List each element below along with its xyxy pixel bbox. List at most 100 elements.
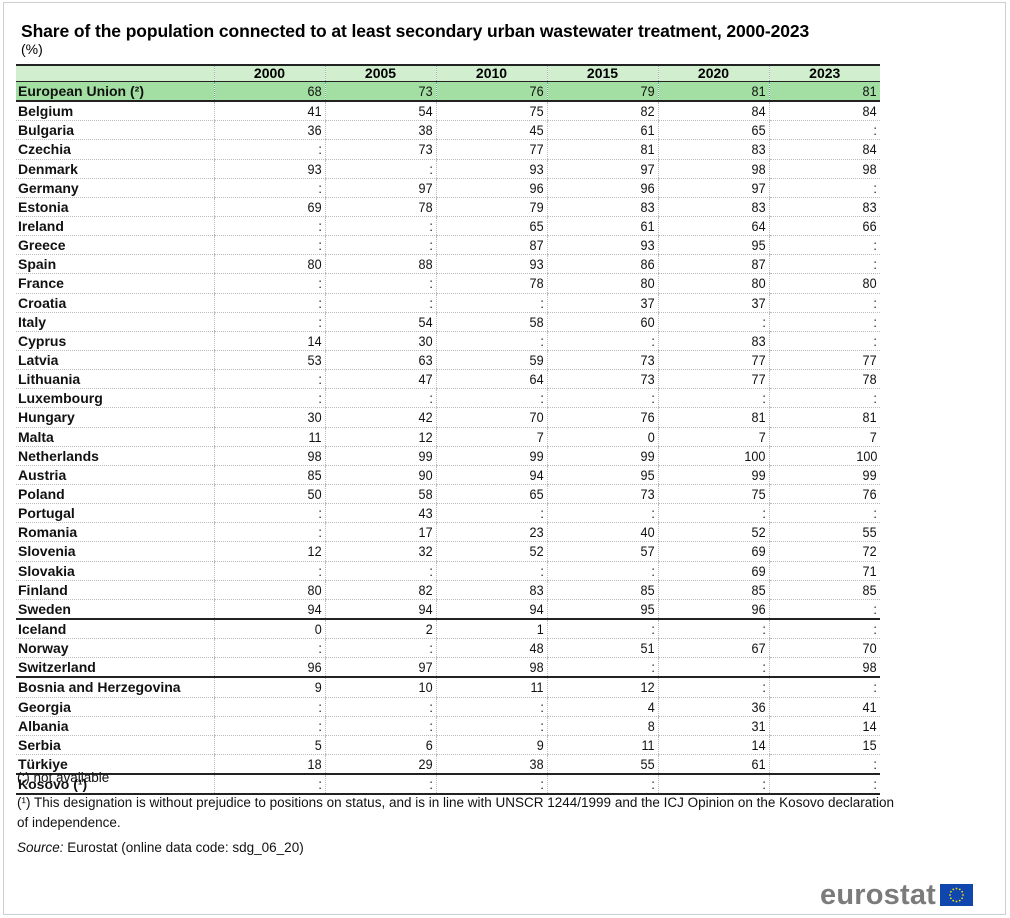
value-cell: 76 [435, 81, 547, 103]
table-row: Slovakia:::: 69 71 [16, 561, 880, 581]
value-text: 96 [640, 179, 655, 196]
value-text: 54 [418, 103, 433, 120]
value-cell: 73 [546, 484, 658, 505]
row-label: Estonia [16, 197, 214, 217]
value-text: 23 [529, 524, 544, 541]
value-text: 99 [751, 466, 766, 483]
value-text: 17 [418, 524, 433, 541]
table-row: Belgium 41 54 75 82 84 84 [16, 101, 880, 122]
value-text: 78 [862, 371, 877, 388]
eu-star-icon [958, 899, 961, 902]
value-cell: : [213, 697, 325, 717]
value-text: 12 [418, 428, 433, 445]
eu-star-icon [952, 888, 955, 891]
value-cell: 94 [435, 465, 547, 485]
value-text: 76 [640, 409, 655, 426]
value-text: 12 [307, 543, 322, 560]
value-text: 80 [307, 581, 322, 598]
table-row: Denmark 93: 93 97 98 98 [16, 159, 880, 179]
value-cell: 84 [768, 139, 880, 160]
value-cell: : [324, 273, 436, 294]
row-label: Serbia [16, 735, 214, 755]
value-text: 43 [418, 505, 433, 522]
value-text: 31 [751, 717, 766, 734]
value-text: 0 [314, 621, 322, 637]
value-text: : [317, 505, 322, 522]
value-text: 73 [640, 371, 655, 388]
value-cell: 78 [324, 197, 436, 217]
value-cell: 78 [768, 369, 880, 390]
value-cell: : [546, 617, 658, 640]
value-text: 14 [862, 717, 877, 734]
value-text: 54 [418, 313, 433, 330]
value-text: : [317, 275, 322, 292]
value-text: 78 [529, 275, 544, 292]
value-cell: 73 [546, 369, 658, 390]
value-text: 59 [529, 352, 544, 369]
row-label: Iceland [16, 617, 214, 640]
table-row: Romania: 17 23 40 52 55 [16, 522, 880, 543]
value-cell: 15 [768, 735, 880, 755]
value-cell: 85 [657, 580, 769, 600]
value-text: 80 [307, 256, 322, 273]
value-cell: 98 [213, 446, 325, 466]
value-cell: : [546, 503, 658, 524]
value-text: 90 [418, 466, 433, 483]
row-label: Luxembourg [16, 388, 214, 409]
value-text: : [650, 776, 655, 793]
value-cell: 11 [435, 676, 547, 698]
value-text: : [428, 237, 433, 254]
table-row: Latvia 53 63 59 73 77 77 [16, 350, 880, 371]
value-cell: : [213, 178, 325, 198]
value-text: 85 [862, 581, 877, 598]
value-text: 97 [418, 659, 433, 676]
value-text: : [539, 717, 544, 734]
header-cell-2000: 2000 [213, 64, 325, 82]
value-text: 7 [869, 428, 877, 445]
value-cell: 5 [213, 735, 325, 755]
value-text: 94 [529, 600, 544, 617]
value-text: 80 [640, 275, 655, 292]
value-text: 30 [418, 332, 433, 349]
value-cell: 93 [435, 159, 547, 179]
value-cell: 12 [213, 541, 325, 562]
value-cell: 97 [324, 178, 436, 198]
value-cell: 1 [435, 617, 547, 640]
value-cell: : [768, 676, 880, 698]
value-text: 14 [307, 332, 322, 349]
value-text: 9 [314, 679, 322, 696]
value-cell: : [768, 120, 880, 141]
value-text: : [650, 621, 655, 637]
eu-star-icon [958, 888, 961, 891]
value-text: : [317, 524, 322, 541]
row-label: Switzerland [16, 657, 214, 678]
value-text: 81 [751, 83, 766, 100]
value-cell: 87 [435, 235, 547, 256]
value-cell: 58 [324, 484, 436, 505]
value-text: 86 [640, 256, 655, 273]
value-cell: 98 [435, 657, 547, 678]
value-text: 29 [418, 755, 433, 772]
table-row: Serbia 5 6 9 11 14 15 [16, 735, 880, 755]
value-cell: 58 [435, 312, 547, 332]
row-label: Finland [16, 580, 214, 600]
header-cell-2015: 2015 [546, 64, 658, 82]
value-cell: 30 [213, 407, 325, 428]
note-not-available: (:) not available [17, 770, 110, 785]
value-text: 82 [418, 581, 433, 598]
value-cell: 60 [546, 312, 658, 332]
value-text: 41 [307, 103, 322, 120]
row-label: Malta [16, 427, 214, 447]
value-text: 84 [751, 103, 766, 120]
value-text: 11 [308, 428, 322, 445]
value-cell: 31 [657, 716, 769, 736]
value-cell: 61 [546, 120, 658, 141]
value-text: 77 [751, 371, 766, 388]
row-label: Romania [16, 522, 214, 543]
row-label: European Union (²) [16, 81, 214, 103]
value-text: 96 [307, 659, 322, 676]
value-cell: 77 [768, 350, 880, 371]
value-text: 36 [307, 122, 322, 139]
value-cell: 17 [324, 522, 436, 543]
table-row: Switzerland 96 97 98:: 98 [16, 657, 880, 678]
